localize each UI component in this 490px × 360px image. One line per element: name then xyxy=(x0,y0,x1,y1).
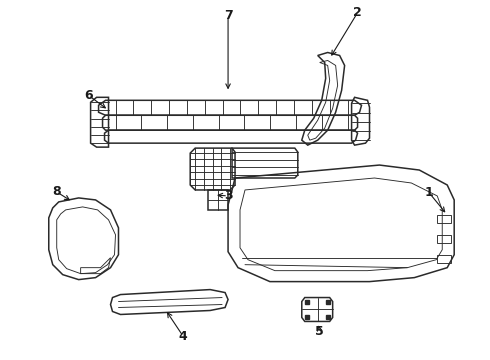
Text: 3: 3 xyxy=(224,189,232,202)
Text: 5: 5 xyxy=(316,325,324,338)
Text: 2: 2 xyxy=(353,6,362,19)
Text: 8: 8 xyxy=(52,185,61,198)
Text: 4: 4 xyxy=(179,330,188,343)
Text: 7: 7 xyxy=(224,9,232,22)
Text: 6: 6 xyxy=(84,89,93,102)
Text: 1: 1 xyxy=(425,186,434,199)
